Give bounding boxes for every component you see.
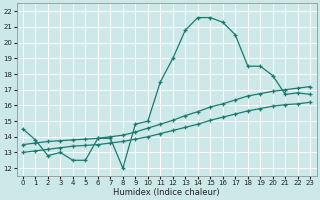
X-axis label: Humidex (Indice chaleur): Humidex (Indice chaleur) <box>113 188 220 197</box>
